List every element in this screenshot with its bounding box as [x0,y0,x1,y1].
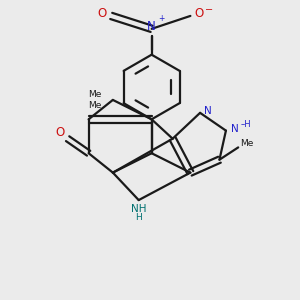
Text: NH: NH [131,204,146,214]
Text: +: + [158,14,164,23]
Text: O: O [98,7,107,20]
Text: N: N [147,20,156,33]
Text: O: O [55,126,64,140]
Text: Me: Me [241,139,254,148]
Text: H: H [135,213,142,222]
Text: N: N [231,124,239,134]
Text: N: N [204,106,212,116]
Text: –H: –H [241,120,252,129]
Text: −: − [205,5,213,15]
Text: O: O [195,7,204,20]
Text: Me: Me [88,90,102,99]
Text: Me: Me [88,101,102,110]
